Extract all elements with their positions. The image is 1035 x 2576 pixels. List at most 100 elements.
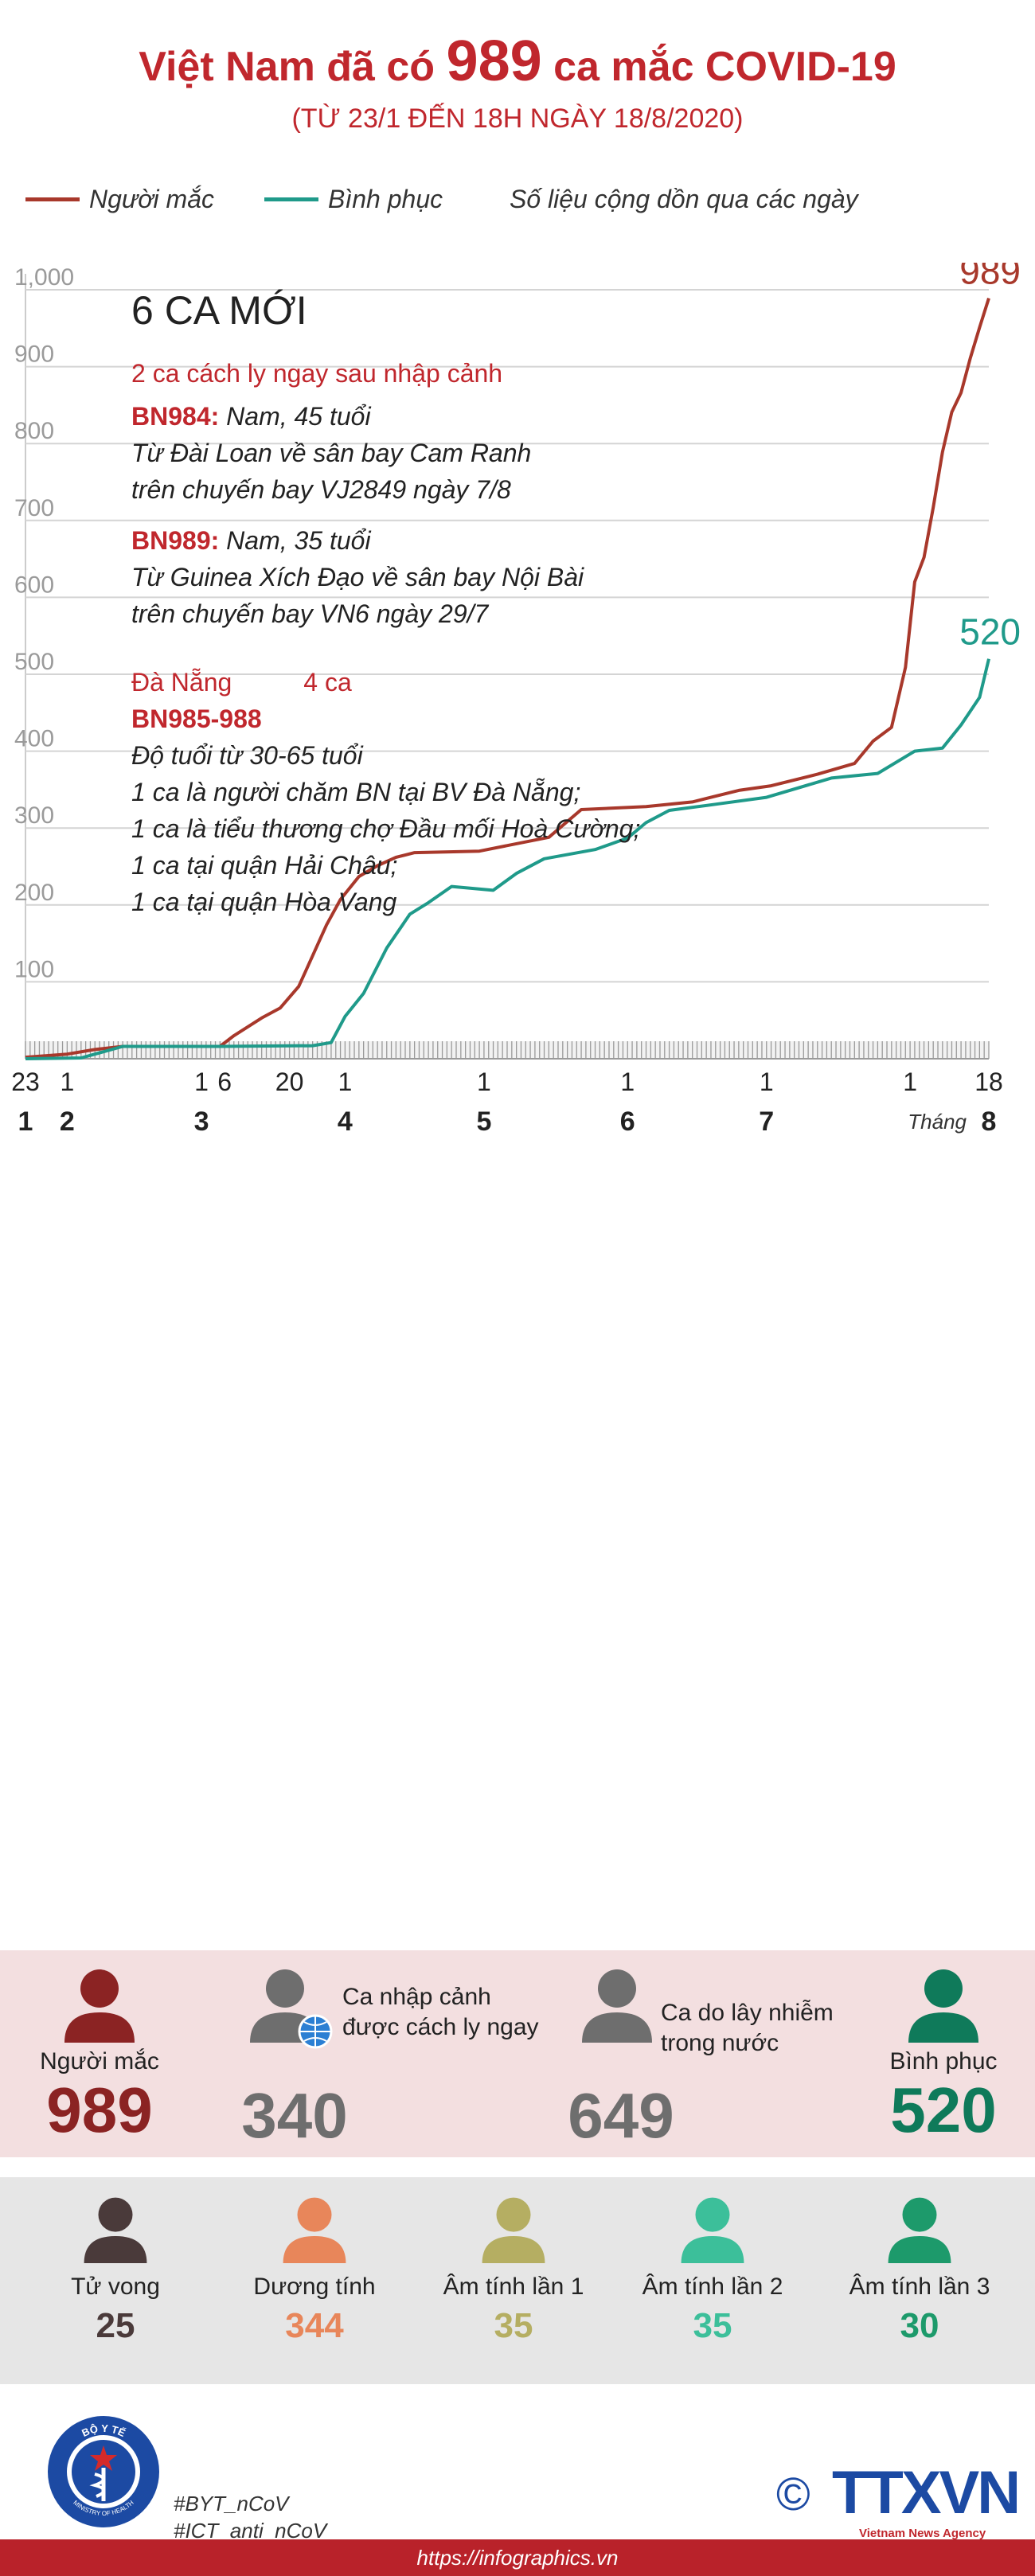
status-item: Âm tính lần 1 35 <box>422 2195 605 2350</box>
agency-name: Vietnam News Agency <box>859 2527 986 2540</box>
status-value: 35 <box>494 2306 533 2345</box>
summary-panel: Người mắc 989 Ca nhập cảnh được cách ly … <box>0 1950 1035 2157</box>
person-icon <box>888 2197 951 2263</box>
summary-cases: Người mắc 989 <box>16 1966 183 2144</box>
status-item: Dương tính 344 <box>223 2195 406 2350</box>
x-day-label: 18 <box>974 1067 1003 1096</box>
y-tick-label: 400 <box>14 726 54 752</box>
series-end-label: 520 <box>959 611 1021 653</box>
hashtags: #BYT_nCoV #ICT_anti_nCoV <box>174 2490 326 2544</box>
case-id: BN984: <box>131 402 220 431</box>
x-month-label: 8 <box>982 1107 997 1137</box>
hashtag[interactable]: #ICT_anti_nCoV <box>174 2519 327 2543</box>
chart-grid <box>25 274 989 1059</box>
chart-legend: Người mắc Bình phục Số liệu cộng dồn qua… <box>25 185 1013 224</box>
status-item: Âm tính lần 2 35 <box>621 2195 804 2350</box>
case-detail: Nam, 45 tuổi <box>219 402 371 431</box>
x-day-label: 20 <box>275 1067 304 1096</box>
legend-cases: Người mắc <box>25 185 214 214</box>
summary-imported-label-line: Ca nhập cảnh <box>342 1984 491 2010</box>
group-place: Đà Nẵng <box>131 668 232 697</box>
status-value: 25 <box>96 2306 135 2345</box>
case-bn989: BN989: Nam, 35 tuổi <box>131 522 705 559</box>
x-month-label: 3 <box>194 1107 209 1137</box>
x-day-label: 1 <box>477 1067 491 1096</box>
summary-local-value: 649 <box>568 2080 674 2151</box>
new-cases-heading: 6 CA MỚI <box>131 288 307 333</box>
legend-recovered: Bình phục <box>264 185 443 214</box>
group-imported-heading: 2 ca cách ly ngay sau nhập cảnh <box>131 359 503 388</box>
x-month-label: 2 <box>60 1107 75 1137</box>
status-value: 30 <box>900 2306 939 2345</box>
summary-recovered-value: 520 <box>890 2074 997 2145</box>
chart-series <box>25 297 990 1060</box>
group-danang-heading: Đà Nẵng 4 ca <box>131 664 705 701</box>
series-end-labels: 989 520 <box>959 263 1021 653</box>
page-title: Việt Nam đã có 989 ca mắc COVID-19 <box>0 29 1035 94</box>
legend-cases-label: Người mắc <box>89 185 214 213</box>
new-cases-info: 6 CA MỚI 2 ca cách ly ngay sau nhập cảnh… <box>131 285 705 920</box>
summary-local-label-line: trong nước <box>661 2030 779 2056</box>
person-icon <box>283 2197 346 2263</box>
summary-local-label-line: Ca do lây nhiễm <box>661 2000 834 2026</box>
y-axis-labels: 100 200 300 400 500 600 700 800 900 1,000 <box>14 264 74 982</box>
hashtag[interactable]: #BYT_nCoV <box>174 2492 289 2516</box>
group-count: 4 ca <box>303 668 352 697</box>
x-month-label: 4 <box>338 1107 353 1137</box>
status-item: Tử vong 25 <box>24 2195 207 2350</box>
status-label: Âm tính lần 3 <box>849 2274 990 2300</box>
case-bn984: BN984: Nam, 45 tuổi <box>131 398 705 435</box>
x-day-label: 6 <box>217 1067 232 1096</box>
x-day-label: 1 <box>903 1067 917 1096</box>
case-detail: 1 ca là người chăm BN tại BV Đà Nẵng; <box>131 778 581 806</box>
case-bn985-988: BN985-988 <box>131 704 262 733</box>
summary-imported-label: Ca nhập cảnh được cách ly ngay <box>342 1982 581 2043</box>
y-tick-label: 900 <box>14 342 54 368</box>
x-month-label: 7 <box>759 1107 774 1137</box>
y-tick-label: 100 <box>14 956 54 982</box>
case-detail: trên chuyến bay VJ2849 ngày 7/8 <box>131 475 511 504</box>
x-month-label: 1 <box>18 1107 33 1137</box>
series-line-cases <box>25 297 990 1060</box>
ministry-health-logo: BỘ Y TẾ MINISTRY OF HEALTH <box>48 2416 159 2527</box>
person-icon <box>582 1969 652 2043</box>
legend-note: Số liệu cộng dồn qua các ngày <box>510 185 858 214</box>
website-link[interactable]: https://infographics.vn <box>416 2546 619 2570</box>
summary-local-label: Ca do lây nhiễm trong nước <box>661 1998 868 2059</box>
status-label: Âm tính lần 2 <box>642 2274 783 2300</box>
x-month-label: 5 <box>476 1107 491 1137</box>
person-icon <box>908 1969 978 2043</box>
status-value: 35 <box>693 2306 732 2345</box>
case-detail: Độ tuổi từ 30-65 tuổi <box>131 741 363 770</box>
person-icon <box>64 1969 135 2043</box>
status-panel: Tử vong 25 Dương tính 344 Âm tính lần 1 35 Âm … <box>0 2177 1035 2384</box>
legend-note-text: Số liệu cộng dồn qua các ngày <box>510 185 858 213</box>
x-day-label: 1 <box>620 1067 635 1096</box>
case-detail: Từ Đài Loan về sân bay Cam Ranh <box>131 439 532 467</box>
y-tick-label: 300 <box>14 802 54 829</box>
series-line-recovered <box>25 658 990 1060</box>
case-detail: 1 ca là tiểu thương chợ Đầu mối Hoà Cườn… <box>131 814 641 843</box>
y-tick-label: 500 <box>14 649 54 675</box>
summary-cases-label: Người mắc <box>40 2048 159 2074</box>
case-detail: Từ Guinea Xích Đạo về sân bay Nội Bài <box>131 563 584 591</box>
case-detail: trên chuyến bay VN6 ngày 29/7 <box>131 599 489 628</box>
case-detail: 1 ca tại quận Hải Châu; <box>131 851 398 880</box>
case-detail: 1 ca tại quận Hòa Vang <box>131 888 397 916</box>
person-icon <box>681 2197 744 2263</box>
footer-bar: https://infographics.vn <box>0 2539 1035 2576</box>
y-tick-label: 600 <box>14 572 54 598</box>
status-label: Âm tính lần 1 <box>443 2274 584 2300</box>
x-day-label: 1 <box>194 1067 209 1096</box>
person-icon <box>84 2197 147 2263</box>
x-day-label: 1 <box>338 1067 352 1096</box>
status-label: Dương tính <box>253 2274 376 2300</box>
case-id: BN989: <box>131 526 220 555</box>
y-tick-label: 700 <box>14 495 54 521</box>
summary-imported-value: 340 <box>241 2080 348 2151</box>
legend-recovered-swatch <box>264 197 318 201</box>
status-value: 344 <box>285 2306 344 2345</box>
title-number: 989 <box>446 29 542 93</box>
